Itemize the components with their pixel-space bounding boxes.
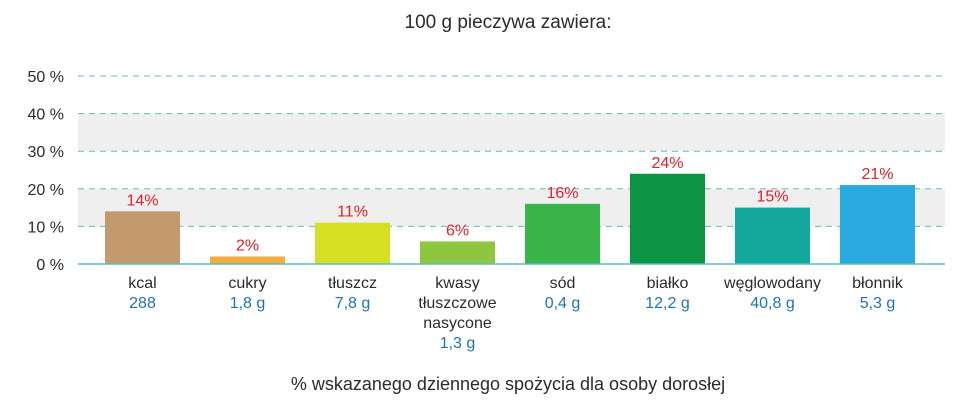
chart-title: 100 g pieczywa zawiera: bbox=[405, 12, 612, 33]
bar bbox=[630, 173, 705, 264]
category-amount: 288 bbox=[129, 295, 156, 312]
bar bbox=[525, 203, 600, 264]
y-tick-label: 0 % bbox=[36, 257, 64, 274]
category-label: sód bbox=[550, 275, 576, 292]
category-amount: 1,8 g bbox=[230, 295, 266, 312]
shaded-bands bbox=[78, 113, 945, 227]
y-tick-label: 50 % bbox=[28, 69, 64, 86]
y-tick-labels: 0 % 10 % 20 % 30 % 40 % 50 % bbox=[28, 69, 64, 274]
bar-value-label: 11% bbox=[337, 204, 368, 221]
bar-value-label: 16% bbox=[546, 185, 578, 202]
category-amount: 5,3 g bbox=[860, 295, 896, 312]
shaded-band-1 bbox=[78, 113, 945, 152]
category-labels: kcal 288 cukry 1,8 g tłuszcz 7,8 g kwasy tłuszc… bbox=[128, 275, 904, 352]
y-tick-label: 40 % bbox=[28, 107, 64, 124]
bar-value-label: 2% bbox=[236, 237, 259, 254]
bar-value-label: 14% bbox=[126, 192, 158, 209]
category-label: węglowodany bbox=[723, 275, 821, 292]
bar-value-label: 15% bbox=[756, 189, 788, 206]
bar-value-label: 24% bbox=[651, 155, 683, 172]
bar bbox=[210, 256, 285, 264]
category-amount: 12,2 g bbox=[645, 295, 689, 312]
category-amount: 40,8 g bbox=[750, 295, 794, 312]
bar bbox=[105, 211, 180, 264]
category-amount: 7,8 g bbox=[335, 295, 371, 312]
y-tick-label: 30 % bbox=[28, 144, 64, 161]
category-amount: 0,4 g bbox=[545, 295, 581, 312]
bar bbox=[315, 222, 390, 264]
category-label: błonnik bbox=[852, 275, 904, 292]
category-amount: 1,3 g bbox=[440, 335, 476, 352]
bar-value-label: 6% bbox=[446, 222, 469, 239]
bar bbox=[840, 185, 915, 264]
gridlines bbox=[78, 75, 945, 227]
category-label: nasycone bbox=[423, 315, 492, 332]
bar bbox=[735, 207, 810, 264]
category-label: tłuszcz bbox=[328, 275, 377, 292]
category-label: kwasy bbox=[435, 275, 479, 292]
category-label: cukry bbox=[228, 275, 266, 292]
bar bbox=[420, 241, 495, 264]
category-label: białko bbox=[647, 275, 689, 292]
bar-value-label: 21% bbox=[861, 166, 893, 183]
category-label: tłuszczowe bbox=[418, 295, 496, 312]
category-label: kcal bbox=[128, 275, 156, 292]
shaded-band-0 bbox=[78, 188, 945, 227]
y-tick-label: 10 % bbox=[28, 219, 64, 236]
y-tick-label: 20 % bbox=[28, 182, 64, 199]
x-axis-label: % wskazanego dziennego spożycia dla osob… bbox=[291, 374, 725, 394]
bars: 14% 2% 11% 6% 16% 24% 15% 21% bbox=[105, 155, 915, 264]
